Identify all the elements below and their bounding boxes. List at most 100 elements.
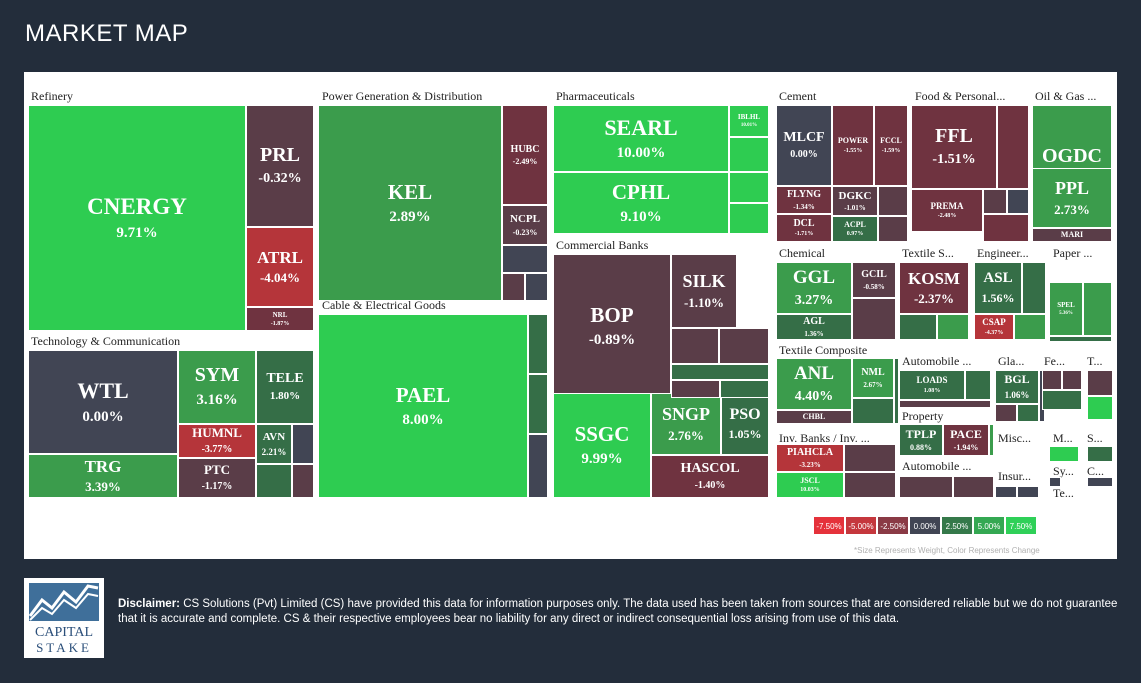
stock-tile-small[interactable]	[1049, 446, 1079, 462]
stock-tile-dgkc[interactable]: DGKC -1.01%	[832, 186, 878, 216]
stock-tile-ffl[interactable]: FFL -1.51%	[911, 105, 997, 189]
stock-tile-small[interactable]	[1042, 390, 1082, 410]
stock-tile-ssgc[interactable]: SSGC 9.99%	[553, 393, 651, 498]
stock-tile-sngp[interactable]: SNGP 2.76%	[651, 393, 721, 455]
stock-tile-small[interactable]	[894, 358, 899, 424]
stock-tile-asl[interactable]: ASL 1.56%	[974, 262, 1022, 314]
stock-tile-humnl[interactable]: HUMNL -3.77%	[178, 424, 256, 458]
stock-tile-mlcf[interactable]: MLCF 0.00%	[776, 105, 832, 186]
stock-tile-small[interactable]	[1087, 396, 1113, 420]
stock-tile-gcil[interactable]: GCIL -0.58%	[852, 262, 896, 298]
stock-tile-small[interactable]	[983, 214, 1029, 242]
stock-tile-small[interactable]	[1049, 477, 1061, 487]
stock-tile-nrl[interactable]: NRL -1.87%	[246, 307, 314, 331]
stock-tile-loads[interactable]: LOADS 1.08%	[899, 370, 965, 400]
stock-tile-small[interactable]	[671, 380, 720, 398]
stock-tile-ncpl[interactable]: NCPL -0.23%	[502, 205, 548, 245]
stock-tile-iblhl[interactable]: IBLHL 10.01%	[729, 105, 769, 137]
stock-tile-small[interactable]	[528, 374, 548, 434]
stock-tile-small[interactable]	[878, 216, 908, 242]
stock-tile-fccl[interactable]: FCCL -1.59%	[874, 105, 908, 186]
stock-tile-small[interactable]	[1017, 486, 1039, 498]
stock-tile-pace[interactable]: PACE -1.94%	[943, 424, 989, 456]
stock-tile-cnergy[interactable]: CNERGY 9.71%	[28, 105, 246, 331]
stock-tile-ggl[interactable]: GGL 3.27%	[776, 262, 852, 314]
stock-tile-hascol[interactable]: HASCOL -1.40%	[651, 455, 769, 498]
stock-tile-small[interactable]	[1087, 370, 1113, 396]
stock-tile-small[interactable]	[292, 424, 314, 464]
stock-tile-silk[interactable]: SILK -1.10%	[671, 254, 737, 328]
stock-tile-bop[interactable]: BOP -0.89%	[553, 254, 671, 398]
stock-tile-small[interactable]	[720, 380, 769, 398]
stock-tile-searl[interactable]: SEARL 10.00%	[553, 105, 729, 172]
stock-tile-small[interactable]	[1007, 189, 1029, 214]
stock-tile-small[interactable]	[729, 137, 769, 172]
stock-tile-small[interactable]	[671, 364, 769, 380]
stock-tile-small[interactable]	[852, 398, 894, 424]
stock-tile-small[interactable]	[997, 105, 1029, 189]
stock-tile-pso[interactable]: PSO 1.05%	[721, 393, 769, 455]
stock-tile-piahcla[interactable]: PIAHCLA -3.23%	[776, 444, 844, 472]
stock-tile-small[interactable]	[899, 314, 937, 340]
stock-tile-flyng[interactable]: FLYNG -1.34%	[776, 186, 832, 214]
stock-tile-bgl[interactable]: BGL 1.06%	[995, 370, 1039, 404]
stock-tile-small[interactable]	[995, 486, 1017, 498]
stock-tile-kosm[interactable]: KOSM -2.37%	[899, 262, 969, 314]
stock-tile-small[interactable]	[878, 186, 908, 216]
stock-tile-csap[interactable]: CSAP -4.37%	[974, 314, 1014, 340]
stock-tile-kel[interactable]: KEL 2.89%	[318, 105, 502, 301]
stock-tile-sym[interactable]: SYM 3.16%	[178, 350, 256, 424]
stock-tile-mari[interactable]: MARI	[1032, 228, 1112, 242]
stock-tile-small[interactable]	[528, 434, 548, 498]
stock-tile-small[interactable]	[995, 404, 1017, 422]
stock-tile-small[interactable]	[937, 314, 969, 340]
stock-tile-small[interactable]	[502, 245, 548, 273]
stock-tile-small[interactable]	[844, 444, 896, 472]
stock-tile-atrl[interactable]: ATRL -4.04%	[246, 227, 314, 307]
stock-tile-small[interactable]	[528, 314, 548, 374]
stock-tile-small[interactable]	[983, 189, 1007, 214]
stock-tile-trg[interactable]: TRG 3.39%	[28, 454, 178, 498]
stock-tile-prema[interactable]: PREMA -2.48%	[911, 189, 983, 232]
stock-tile-dcl[interactable]: DCL -1.71%	[776, 214, 832, 242]
stock-tile-power[interactable]: POWER -1.55%	[832, 105, 874, 186]
stock-tile-anl[interactable]: ANL 4.40%	[776, 358, 852, 410]
stock-tile-small[interactable]	[899, 476, 953, 498]
stock-tile-agl[interactable]: AGL 1.36%	[776, 314, 852, 340]
stock-tile-small[interactable]	[1087, 446, 1113, 462]
stock-tile-nml[interactable]: NML 2.67%	[852, 358, 894, 398]
stock-tile-small[interactable]	[899, 400, 991, 408]
stock-tile-small[interactable]	[844, 472, 896, 498]
stock-tile-chbl[interactable]: CHBL	[776, 410, 852, 424]
stock-tile-tele[interactable]: TELE 1.80%	[256, 350, 314, 424]
stock-tile-avn[interactable]: AVN 2.21%	[256, 424, 292, 464]
stock-tile-small[interactable]	[256, 464, 292, 498]
stock-tile-small[interactable]	[852, 298, 896, 340]
stock-tile-small[interactable]	[1049, 336, 1112, 342]
stock-tile-hubc[interactable]: HUBC -2.49%	[502, 105, 548, 205]
stock-tile-small[interactable]	[1022, 262, 1046, 314]
stock-tile-small[interactable]	[1062, 370, 1082, 390]
stock-tile-small[interactable]	[502, 273, 525, 301]
stock-tile-small[interactable]	[953, 476, 994, 498]
stock-tile-small[interactable]	[671, 328, 719, 364]
stock-tile-jscl[interactable]: JSCL 10.03%	[776, 472, 844, 498]
stock-tile-prl[interactable]: PRL -0.32%	[246, 105, 314, 227]
stock-tile-small[interactable]	[965, 370, 991, 400]
stock-tile-small[interactable]	[1083, 282, 1112, 336]
stock-tile-small[interactable]	[719, 328, 769, 364]
stock-tile-small[interactable]	[989, 424, 994, 456]
stock-tile-small[interactable]	[1014, 314, 1046, 340]
stock-tile-ptc[interactable]: PTC -1.17%	[178, 458, 256, 498]
stock-tile-small[interactable]	[729, 203, 769, 234]
stock-tile-small[interactable]	[729, 172, 769, 203]
stock-tile-ppl[interactable]: PPL 2.73%	[1032, 168, 1112, 228]
stock-tile-small[interactable]	[1087, 477, 1113, 487]
stock-tile-acpl[interactable]: ACPL 0.97%	[832, 216, 878, 242]
stock-tile-spel[interactable]: SPEL 5.36%	[1049, 282, 1083, 336]
stock-tile-small[interactable]	[525, 273, 548, 301]
stock-tile-small[interactable]	[1017, 404, 1039, 422]
stock-tile-pael[interactable]: PAEL 8.00%	[318, 314, 528, 498]
stock-tile-tplp[interactable]: TPLP 0.88%	[899, 424, 943, 456]
stock-tile-cphl[interactable]: CPHL 9.10%	[553, 172, 729, 234]
